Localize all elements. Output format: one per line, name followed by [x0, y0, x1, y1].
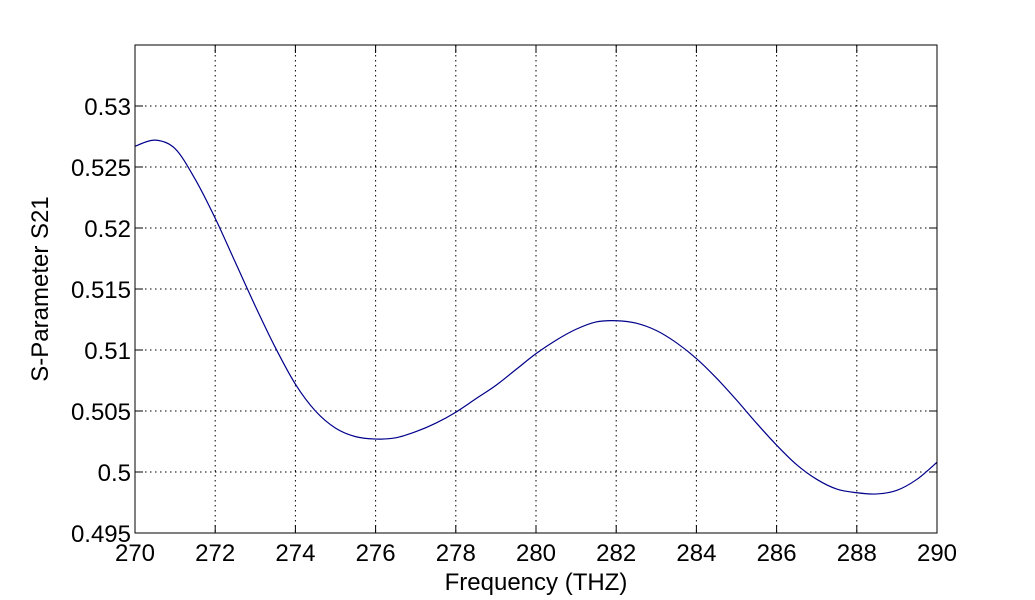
x-tick-label: 284 [676, 540, 716, 567]
series-line [134, 139, 938, 495]
x-tick-label: 286 [757, 540, 797, 567]
y-tick-label: 0.505 [71, 399, 131, 426]
y-tick-label: 0.495 [71, 521, 131, 548]
x-tick-label: 270 [115, 540, 155, 567]
x-tick-label: 282 [596, 540, 636, 567]
y-tick-label: 0.525 [71, 155, 131, 182]
x-tick-label: 288 [837, 540, 877, 567]
x-tick-label: 274 [275, 540, 315, 567]
grid [135, 45, 937, 533]
x-tick-label: 290 [917, 540, 957, 567]
plot-frame [134, 44, 938, 534]
y-axis-label: S-Parameter S21 [27, 196, 54, 381]
y-tick-labels: 0.495 0.5 0.505 0.51 0.515 0.52 0.525 0.53 [71, 94, 131, 548]
y-tick-label: 0.52 [84, 216, 131, 243]
x-tick-label: 280 [516, 540, 556, 567]
x-tick-labels: 270 272 274 276 278 280 282 284 286 288 290 [115, 540, 957, 567]
y-tick-label: 0.51 [84, 338, 131, 365]
x-tick-label: 272 [195, 540, 235, 567]
x-tick-label: 276 [356, 540, 396, 567]
x-tick-label: 278 [436, 540, 476, 567]
y-tick-label: 0.515 [71, 277, 131, 304]
y-tick-label: 0.5 [98, 460, 131, 487]
x-axis-label: Frequency (THZ) [445, 569, 628, 596]
y-tick-label: 0.53 [84, 94, 131, 121]
